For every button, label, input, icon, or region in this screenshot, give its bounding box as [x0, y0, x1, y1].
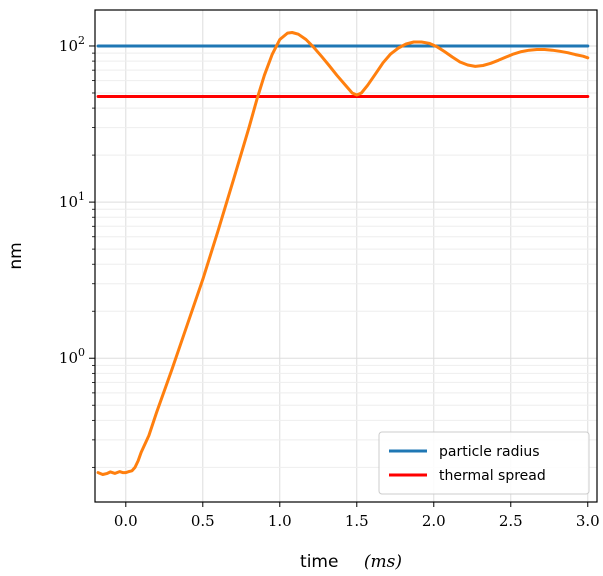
- x-axis-unit: (ms): [364, 552, 402, 572]
- grid: [95, 10, 597, 502]
- legend: particle radius thermal spread: [378, 431, 590, 495]
- plot-area: [96, 31, 590, 476]
- legend-label: particle radius: [439, 444, 540, 460]
- legend-label: thermal spread: [439, 468, 546, 484]
- x-tick-label: 3.0: [576, 512, 600, 530]
- x-axis-label-text: time: [300, 552, 338, 572]
- plot-frame: [94, 9, 598, 503]
- y-tick-label: 101: [59, 190, 85, 211]
- series-line-3: [96, 31, 590, 476]
- x-axis-label: time (ms): [300, 552, 402, 572]
- x-tick-label: 1.0: [268, 512, 292, 530]
- x-tick-label: 2.5: [499, 512, 523, 530]
- ticks: 0.0 0.5 1.0 1.5 2.0 2.5 3.0 100 101 102: [59, 34, 600, 530]
- y-tick-label: 102: [59, 34, 85, 55]
- x-tick-label: 0.5: [191, 512, 215, 530]
- x-tick-label: 0.0: [114, 512, 138, 530]
- x-tick-label: 1.5: [345, 512, 369, 530]
- y-axis-label: nm: [6, 242, 26, 269]
- x-tick-label: 2.0: [422, 512, 446, 530]
- y-tick-label: 100: [59, 346, 85, 367]
- legend-box: [378, 431, 590, 495]
